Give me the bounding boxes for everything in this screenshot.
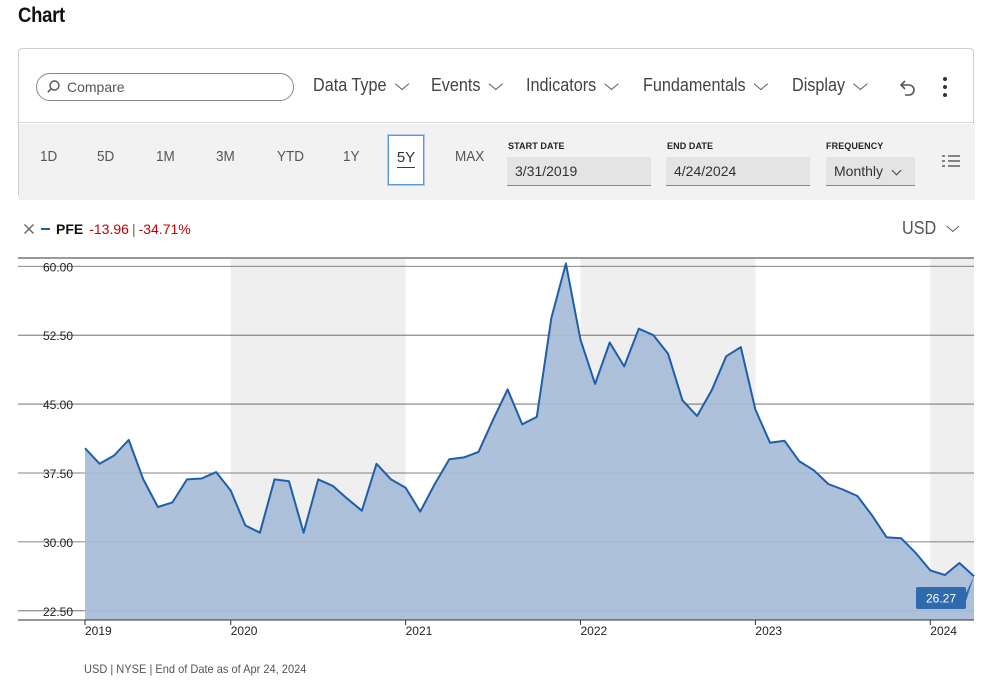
legend-separator: |: [131, 221, 136, 237]
end-date-label: END DATE: [667, 141, 714, 151]
range-button-5y-label: 5Y: [396, 149, 416, 168]
x-tick-label: 2021: [406, 624, 433, 638]
frequency-value: Monthly: [834, 163, 884, 179]
series-change: -13.96: [89, 221, 129, 237]
series-swatch: [41, 228, 50, 230]
x-tick-label: 2023: [755, 624, 782, 638]
y-tick-label: 37.50: [43, 467, 73, 481]
y-tick-label: 30.00: [43, 536, 73, 550]
pfe-line: [84, 262, 975, 577]
chart-toolbar: Data Type Events Indicators Fundamentals…: [19, 49, 973, 123]
range-button-5y[interactable]: 5Y: [388, 135, 424, 185]
range-button-1d[interactable]: 1D: [40, 148, 58, 165]
x-tick-label: 2022: [581, 624, 608, 638]
series-change-percent: -34.71%: [138, 221, 191, 237]
menu-events[interactable]: Events: [431, 75, 504, 96]
year-band-2024: [930, 258, 974, 620]
currency-value: USD: [902, 218, 937, 238]
range-button-1y[interactable]: 1Y: [343, 148, 360, 165]
range-button-3m[interactable]: 3M: [216, 148, 235, 165]
y-tick-label: 52.50: [43, 329, 73, 343]
range-button-ytd[interactable]: YTD: [277, 148, 304, 165]
menu-indicators[interactable]: Indicators: [526, 75, 619, 96]
y-tick-label: 60.00: [43, 260, 73, 274]
range-button-max[interactable]: MAX: [455, 148, 485, 165]
range-bar: 1D 5D 1M 3M YTD 1Y 5Y MAX: [19, 124, 975, 200]
more-vertical-icon[interactable]: [937, 75, 953, 99]
x-tick-label: 2024: [930, 624, 957, 638]
frequency-label: FREQUENCY: [826, 141, 884, 151]
menu-events-label: Events: [431, 75, 481, 95]
menu-fundamentals[interactable]: Fundamentals: [643, 75, 769, 96]
compare-input[interactable]: [67, 78, 287, 96]
start-date-label: START DATE: [508, 141, 565, 151]
range-button-5d[interactable]: 5D: [97, 148, 115, 165]
undo-icon[interactable]: [897, 77, 917, 97]
menu-data-type-label: Data Type: [313, 75, 387, 95]
close-icon[interactable]: [23, 223, 35, 235]
compare-search[interactable]: [36, 73, 294, 101]
currency-select[interactable]: USD: [902, 218, 960, 239]
series-ticker: PFE: [56, 221, 84, 237]
y-tick-label: 22.50: [43, 605, 73, 619]
list-settings-icon[interactable]: [941, 154, 961, 172]
chart-card: Data Type Events Indicators Fundamentals…: [18, 48, 975, 200]
last-value-pointer: [966, 576, 974, 601]
start-date-field[interactable]: 3/31/2019: [507, 157, 651, 186]
menu-data-type[interactable]: Data Type: [313, 75, 410, 96]
last-value-label: 26.27: [926, 592, 956, 606]
x-tick-label: 2020: [231, 624, 258, 638]
menu-indicators-label: Indicators: [526, 75, 597, 95]
page-title: Chart: [18, 4, 65, 27]
x-tick-label: 2019: [85, 624, 112, 638]
frequency-select[interactable]: Monthly: [826, 157, 915, 186]
last-value-tag: [916, 587, 966, 609]
pfe-area: [85, 263, 974, 620]
menu-display[interactable]: Display: [792, 75, 868, 96]
menu-display-label: Display: [792, 75, 846, 95]
search-icon: [47, 80, 60, 93]
range-button-1m[interactable]: 1M: [156, 148, 175, 165]
series-legend: PFE -13.96 | -34.71%: [23, 221, 191, 237]
chart-footnote: USD | NYSE | End of Date as of Apr 24, 2…: [84, 662, 307, 676]
menu-fundamentals-label: Fundamentals: [643, 75, 746, 95]
end-date-field[interactable]: 4/24/2024: [666, 157, 810, 186]
y-tick-label: 45.00: [43, 398, 73, 412]
